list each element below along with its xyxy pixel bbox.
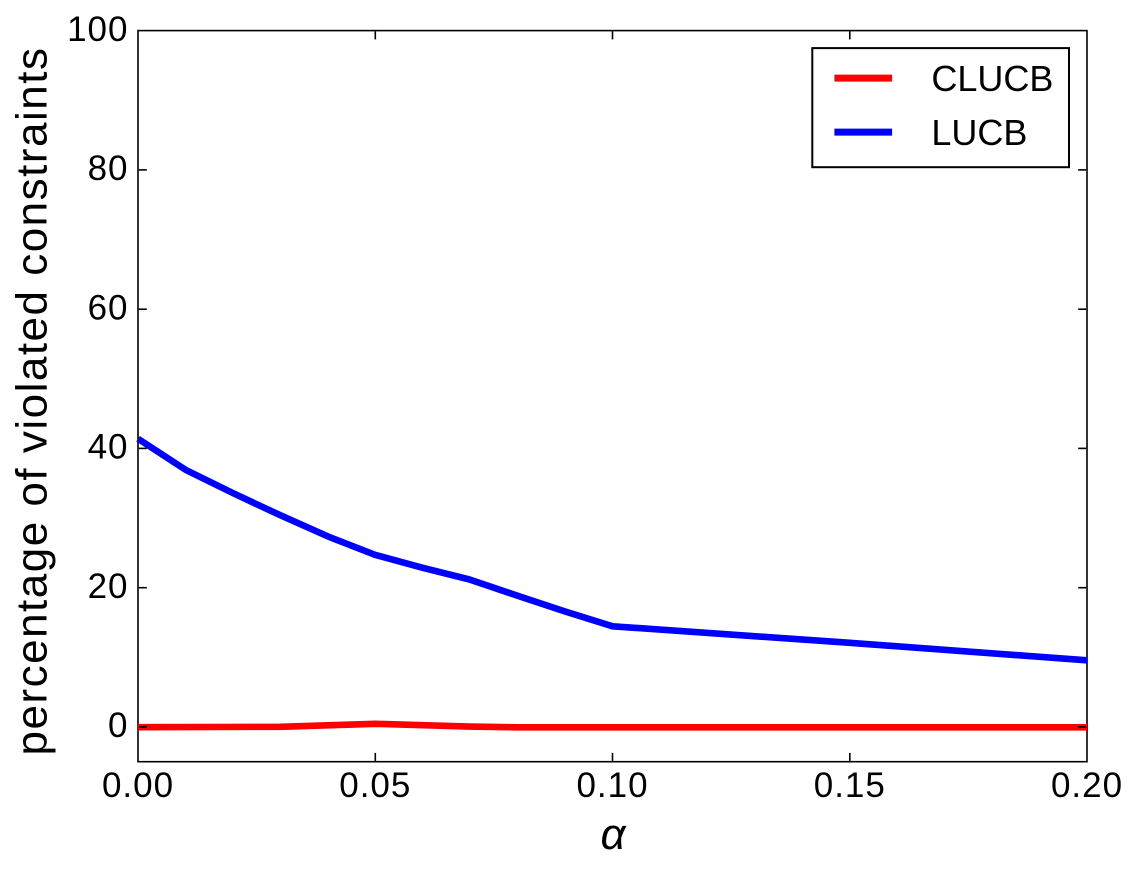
svg-text:80: 80 <box>88 149 129 188</box>
svg-text:40: 40 <box>88 428 129 467</box>
svg-text:percentage of violated constra: percentage of violated constraints <box>8 47 57 756</box>
svg-text:CLUCB: CLUCB <box>931 58 1053 99</box>
svg-text:LUCB: LUCB <box>931 112 1027 153</box>
svg-text:0.00: 0.00 <box>102 766 174 805</box>
svg-text:α: α <box>600 810 627 859</box>
svg-text:0.05: 0.05 <box>339 766 411 805</box>
svg-text:0.20: 0.20 <box>1051 766 1123 805</box>
svg-text:0.10: 0.10 <box>576 766 648 805</box>
svg-text:100: 100 <box>67 10 128 49</box>
svg-text:0: 0 <box>108 706 128 745</box>
svg-text:20: 20 <box>88 567 129 606</box>
svg-text:60: 60 <box>88 288 129 327</box>
svg-text:0.15: 0.15 <box>814 766 886 805</box>
